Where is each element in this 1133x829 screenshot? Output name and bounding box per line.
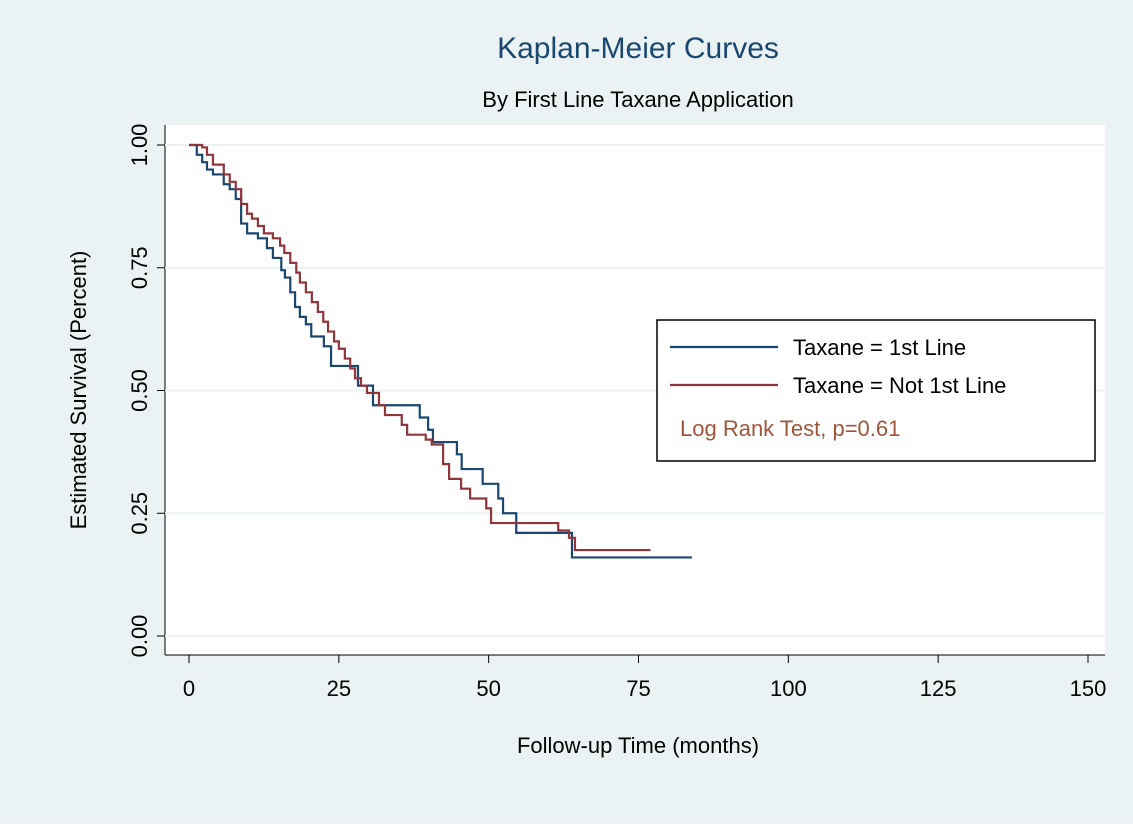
legend-label: Taxane = Not 1st Line (793, 373, 1006, 398)
y-tick-label: 0.25 (127, 492, 152, 535)
y-tick-label: 0.00 (127, 615, 152, 658)
x-tick-label: 125 (920, 676, 957, 701)
x-tick-label: 150 (1070, 676, 1107, 701)
x-axis-label: Follow-up Time (months) (517, 733, 759, 758)
legend-label: Taxane = 1st Line (793, 335, 966, 360)
survival-curve (189, 143, 651, 552)
y-tick-label: 1.00 (127, 124, 152, 167)
x-tick-label: 0 (183, 676, 195, 701)
x-tick-label: 100 (770, 676, 807, 701)
annotation: Log Rank Test, p=0.61 (680, 416, 900, 441)
y-tick-label: 0.50 (127, 369, 152, 412)
chart-title: Kaplan-Meier Curves (497, 32, 779, 65)
y-tick-label: 0.75 (127, 246, 152, 289)
x-tick-label: 25 (327, 676, 351, 701)
legend-box (656, 319, 1096, 462)
x-tick-label: 50 (476, 676, 500, 701)
survival-curve (189, 143, 692, 559)
x-tick-label: 75 (626, 676, 650, 701)
chart-subtitle: By First Line Taxane Application (482, 87, 793, 112)
y-axis-label: Estimated Survival (Percent) (66, 251, 91, 530)
